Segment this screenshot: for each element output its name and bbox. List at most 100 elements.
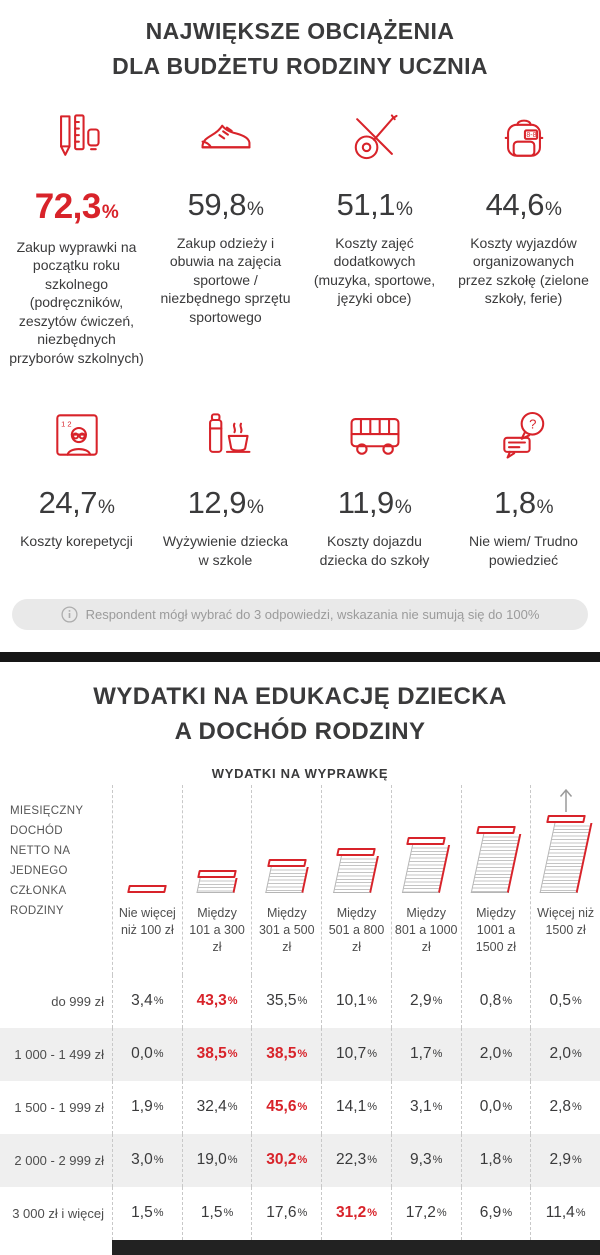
- table-cell: 2,9%: [390, 974, 461, 1028]
- column-header-5: Między 1001 a 1500 zł: [460, 784, 531, 975]
- table-cell-highlight: 45,6%: [251, 1080, 321, 1134]
- money-stack-icon: [531, 785, 600, 895]
- money-stack-icon: [392, 785, 461, 895]
- burden-grid: 72,3% Zakup wyprawki na początku roku sz…: [0, 87, 600, 569]
- percentage-value: 44,6%: [485, 187, 562, 222]
- table-row: 3 000 zł i więcej 1,5% 1,5% 17,6% 31,2% …: [0, 1186, 600, 1240]
- burden-label: Koszty wyjazdów organizowanych przez szk…: [458, 235, 589, 307]
- bottom-bar: [112, 1239, 600, 1255]
- table-row: do 999 zł 3,4% 43,3% 35,5% 10,1% 2,9% 0,…: [0, 974, 600, 1028]
- note-text: Respondent mógł wybrać do 3 odpowiedzi, …: [85, 607, 540, 623]
- row-label: 3 000 zł i więcej: [12, 1205, 104, 1221]
- section1-title: NAJWIĘKSZE OBCIĄŻENIA DLA BUDŻETU RODZINY…: [8, 14, 592, 83]
- info-icon: [61, 606, 78, 623]
- section1-title-line2: DLA BUDŻETU RODZINY UCZNIA: [112, 52, 488, 79]
- percentage-value: 24,7%: [38, 485, 115, 521]
- svg-text:1 2: 1 2: [61, 420, 71, 429]
- table-cell: 2,9%: [530, 1133, 600, 1187]
- burden-label: Koszty dojazdu dziecka do szkoły: [319, 533, 430, 568]
- money-stack-icon: [322, 785, 391, 895]
- table-row: 2 000 - 2 999 zł 3,0% 19,0% 30,2% 22,3% …: [0, 1133, 600, 1187]
- percentage-value: 51,1%: [336, 187, 413, 222]
- table-cell: 14,1%: [321, 1080, 391, 1134]
- table-cell: 22,3%: [321, 1133, 391, 1187]
- burden-label: Koszty zajęć dodatkowych (muzyka, sporto…: [313, 235, 436, 307]
- table-cell-highlight: 38,5%: [181, 1027, 252, 1081]
- column-label: Między 501 a 800 zł: [328, 905, 385, 954]
- percentage-value: 1,8%: [493, 485, 554, 521]
- burden-card-wyzywienie: 12,9% Wyżywienie dziecka w szkole: [151, 399, 300, 569]
- guitar-icon: [345, 101, 405, 173]
- bus-icon: [345, 399, 405, 471]
- column-header-3: Między 501 a 800 zł: [321, 784, 391, 975]
- column-label: Między 1001 a 1500 zł: [475, 905, 517, 954]
- burden-label: Zakup odzieży i obuwia na zajęcia sporto…: [160, 235, 291, 325]
- table-cell-highlight: 38,5%: [251, 1027, 321, 1081]
- table-cell-highlight: 43,3%: [181, 974, 252, 1028]
- table-cell: 1,7%: [390, 1027, 461, 1081]
- row-label: 1 500 - 1 999 zł: [14, 1099, 104, 1115]
- burden-label: Zakup wyprawki na początku roku szkolneg…: [9, 239, 144, 366]
- burden-card-dojazd: 11,9% Koszty dojazdu dziecka do szkoły: [300, 399, 449, 569]
- table-cell: 1,5%: [112, 1186, 182, 1240]
- svg-text:8-8: 8-8: [526, 132, 536, 139]
- money-stack-icon: [252, 785, 321, 895]
- table-cell: 2,0%: [530, 1027, 600, 1081]
- section2-subtitle: WYDATKI NA WYPRAWKĘ: [211, 765, 389, 781]
- burden-card-zajecia: 51,1% Koszty zajęć dodatkowych (muzyka, …: [300, 101, 449, 367]
- backpack-icon: 8-8: [494, 101, 554, 173]
- column-label: Między 301 a 500 zł: [258, 905, 315, 954]
- money-stack-icon: [113, 785, 182, 895]
- table-cell: 6,9%: [460, 1186, 531, 1240]
- row-label: 2 000 - 2 999 zł: [14, 1152, 104, 1168]
- money-stack-icon: [462, 785, 531, 895]
- column-label: Więcej niż 1500 zł: [537, 905, 595, 937]
- burden-label: Koszty korepetycji: [20, 533, 133, 550]
- burden-card-odziez: 59,8% Zakup odzieży i obuwia na zajęcia …: [151, 101, 300, 367]
- column-label: Nie więcej niż 100 zł: [118, 905, 176, 937]
- table-cell: 3,4%: [112, 974, 182, 1028]
- burden-card-wyjazdy: 8-8 44,6% Koszty wyjazdów organizowanych…: [449, 101, 598, 367]
- section-expenses-table: WYDATKI NA EDUKACJĘ DZIECKA A DOCHÓD RODZ…: [0, 680, 600, 1255]
- chat-question-icon: ?: [494, 399, 554, 471]
- section-divider: [0, 652, 600, 663]
- section1-title-line1: NAJWIĘKSZE OBCIĄŻENIA: [145, 18, 455, 44]
- table-cell-highlight: 30,2%: [251, 1133, 321, 1187]
- burden-label: Nie wiem/ Trudno powiedzieć: [469, 533, 578, 568]
- table-cell: 1,5%: [181, 1186, 252, 1240]
- table-cell: 2,8%: [530, 1080, 600, 1134]
- table-cell: 19,0%: [181, 1133, 252, 1187]
- sneaker-icon: [196, 101, 256, 173]
- percentage-value: 11,9%: [337, 485, 412, 521]
- table-cell: 0,0%: [460, 1080, 531, 1134]
- row-label: 1 000 - 1 499 zł: [14, 1046, 104, 1062]
- table-cell: 3,1%: [390, 1080, 461, 1134]
- table-cell-highlight: 31,2%: [321, 1186, 391, 1240]
- percentage-value: 72,3%: [34, 187, 119, 226]
- column-header-0: Nie więcej niż 100 zł: [112, 784, 182, 975]
- column-header-1: Między 101 a 300 zł: [181, 784, 252, 975]
- up-arrow-icon: [558, 787, 574, 818]
- table-cell: 0,8%: [460, 974, 531, 1028]
- column-label: Między 801 a 1000 zł: [394, 905, 458, 954]
- table-row: 1 000 - 1 499 zł 0,0% 38,5% 38,5% 10,7% …: [0, 1027, 600, 1081]
- table-header: MIESIĘCZNY DOCHÓD NETTO NA JEDNEGO CZŁON…: [0, 784, 600, 975]
- svg-text:?: ?: [529, 417, 536, 432]
- row-label: do 999 zł: [51, 993, 104, 1009]
- column-label: Między 101 a 300 zł: [189, 905, 245, 954]
- column-header-6: Więcej niż 1500 zł: [530, 784, 600, 975]
- burden-card-niewiem: ? 1,8% Nie wiem/ Trudno powiedzieć: [449, 399, 598, 569]
- section2-title: WYDATKI NA EDUKACJĘ DZIECKA A DOCHÓD RODZ…: [8, 680, 592, 750]
- burden-card-wyprawka: 72,3% Zakup wyprawki na początku roku sz…: [2, 101, 151, 367]
- table-cell: 1,8%: [460, 1133, 531, 1187]
- section-burdens: NAJWIĘKSZE OBCIĄŻENIA DLA BUDŻETU RODZINY…: [0, 14, 600, 631]
- column-header-4: Między 801 a 1000 zł: [390, 784, 461, 975]
- percentage-value: 12,9%: [187, 485, 264, 521]
- row-header-label: MIESIĘCZNY DOCHÓD NETTO NA JEDNEGO CZŁON…: [10, 804, 84, 918]
- table-cell: 17,2%: [390, 1186, 461, 1240]
- column-header-2: Między 301 a 500 zł: [251, 784, 321, 975]
- tutor-icon: 1 2: [47, 399, 107, 471]
- infographic-page: NAJWIĘKSZE OBCIĄŻENIA DLA BUDŻETU RODZINY…: [0, 14, 600, 1255]
- table-cell: 1,9%: [112, 1080, 182, 1134]
- money-stack-icon: [183, 785, 252, 895]
